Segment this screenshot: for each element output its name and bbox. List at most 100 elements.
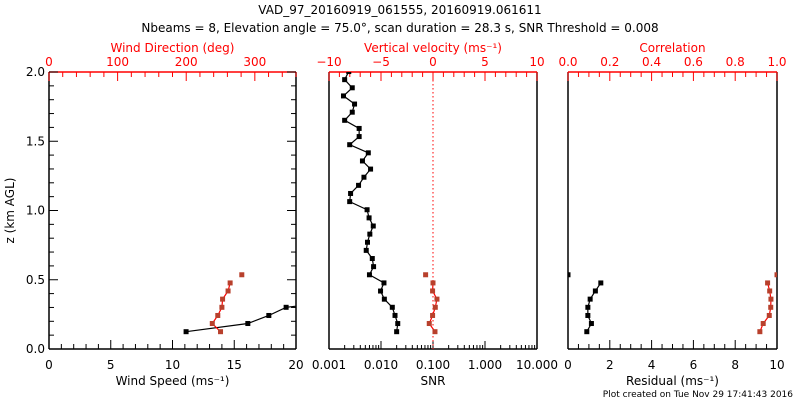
- snr-point: [394, 329, 400, 335]
- correlation-point: [768, 296, 774, 302]
- correlation-point: [766, 312, 772, 318]
- wind-speed-line: [186, 305, 296, 333]
- residual-point: [585, 312, 591, 318]
- snr-point: [359, 158, 365, 164]
- bottom-tick-label: 10: [769, 358, 784, 372]
- snr-point: [364, 239, 370, 245]
- top-tick-label: −10: [316, 55, 341, 69]
- panel-residual: 0 2 4 6 8 10 Residual (ms⁻¹) 0.0 0.2 0.4 0.6 0.8 1.0…: [558, 41, 786, 388]
- correlation-isolated-point: [774, 272, 777, 278]
- snr-point: [381, 296, 387, 302]
- snr-point: [395, 321, 401, 327]
- wind-speed-point: [283, 304, 289, 310]
- vertical-velocity-point: [432, 304, 438, 310]
- residual-point: [587, 296, 593, 302]
- snr-point: [369, 256, 375, 262]
- bottom-tick-label: 0: [45, 358, 53, 372]
- bottom-tick-label: 0.100: [416, 358, 450, 372]
- snr-point: [392, 312, 398, 318]
- snr-point: [356, 182, 362, 188]
- x-axis-title: Residual (ms⁻¹): [626, 374, 719, 388]
- series-group: [183, 272, 360, 335]
- residual-point: [598, 280, 604, 286]
- vertical-velocity-isolated-point: [423, 272, 429, 278]
- snr-point: [368, 166, 374, 172]
- wind-direction-point: [209, 321, 215, 327]
- wind-direction-point: [219, 304, 225, 310]
- top-tick-label: 0.4: [642, 55, 661, 69]
- top-axis-title: Correlation: [639, 41, 705, 55]
- wind-direction-point: [215, 312, 221, 318]
- snr-point: [371, 264, 377, 270]
- vertical-velocity-point: [430, 312, 436, 318]
- snr-point: [367, 231, 373, 237]
- y-tick-label: 0.5: [26, 273, 45, 287]
- top-tick-label: 300: [243, 55, 266, 69]
- wind-direction-point: [220, 296, 226, 302]
- plot-subtitle: Nbeams = 8, Elevation angle = 75.0°, sca…: [141, 21, 658, 35]
- vertical-velocity-point: [430, 280, 436, 286]
- snr-point: [370, 223, 376, 229]
- y-tick-label: 1.5: [26, 134, 45, 148]
- bottom-tick-label: 0.001: [312, 358, 346, 372]
- snr-point: [356, 125, 362, 131]
- plot-footer: Plot created on Tue Nov 29 17:41:43 2016: [603, 390, 793, 400]
- correlation-point: [767, 288, 773, 294]
- vertical-velocity-point: [432, 329, 438, 335]
- snr-point: [356, 134, 362, 140]
- bottom-tick-label: 0.010: [364, 358, 398, 372]
- correlation-point: [768, 304, 774, 310]
- vertical-velocity-point: [430, 288, 436, 294]
- wind-speed-point: [355, 297, 360, 302]
- panel-wind: 0 5 10 15 20 Wind Speed (ms⁻¹) 0 100 200 300 Wind …: [3, 41, 360, 388]
- snr-point: [378, 288, 384, 294]
- y-axis-title: z (km AGL): [3, 178, 17, 244]
- wind-direction-point: [227, 280, 233, 286]
- snr-point: [342, 117, 348, 123]
- snr-point: [363, 247, 369, 253]
- bottom-tick-label: 2: [606, 358, 614, 372]
- top-tick-label: 0.0: [558, 55, 577, 69]
- top-tick-label: 0: [429, 55, 437, 69]
- top-axis-title: Vertical velocity (ms⁻¹): [364, 41, 502, 55]
- snr-point: [346, 72, 352, 75]
- residual-point: [585, 304, 591, 310]
- snr-point: [342, 77, 348, 83]
- top-tick-label: 1.0: [767, 55, 786, 69]
- top-tick-label: 5: [481, 55, 489, 69]
- correlation-point: [760, 321, 766, 327]
- top-tick-label: −5: [372, 55, 390, 69]
- y-tick-label: 2.0: [26, 65, 45, 79]
- wind-speed-point: [266, 312, 272, 318]
- snr-point: [361, 174, 367, 180]
- residual-point: [588, 321, 594, 327]
- residual-point: [584, 329, 590, 335]
- snr-point: [352, 101, 358, 107]
- snr-point: [347, 142, 353, 148]
- top-tick-label: 0.6: [684, 55, 703, 69]
- bottom-tick-label: 10: [165, 358, 180, 372]
- snr-point: [389, 304, 395, 310]
- snr-point: [381, 280, 387, 286]
- series-group: [568, 272, 777, 335]
- plot-title: VAD_97_20160919_061555, 20160919.061611: [258, 3, 541, 17]
- wind-direction-point: [218, 329, 224, 335]
- y-tick-label: 0.0: [26, 342, 45, 356]
- top-tick-label: 10: [529, 55, 544, 69]
- correlation-point: [765, 280, 771, 286]
- wind-direction-point: [225, 288, 231, 294]
- vertical-velocity-point: [434, 296, 440, 302]
- bottom-tick-label: 1.000: [468, 358, 502, 372]
- snr-point: [365, 150, 371, 156]
- snr-point: [349, 109, 355, 115]
- snr-point: [349, 85, 355, 91]
- residual-isolated-point: [568, 272, 571, 278]
- snr-point: [348, 190, 354, 196]
- wind-speed-point: [245, 321, 251, 327]
- snr-point: [340, 93, 346, 99]
- series-group: [340, 72, 440, 335]
- top-axis-title: Wind Direction (deg): [111, 41, 235, 55]
- top-tick-label: 0: [45, 55, 53, 69]
- top-tick-label: 100: [106, 55, 129, 69]
